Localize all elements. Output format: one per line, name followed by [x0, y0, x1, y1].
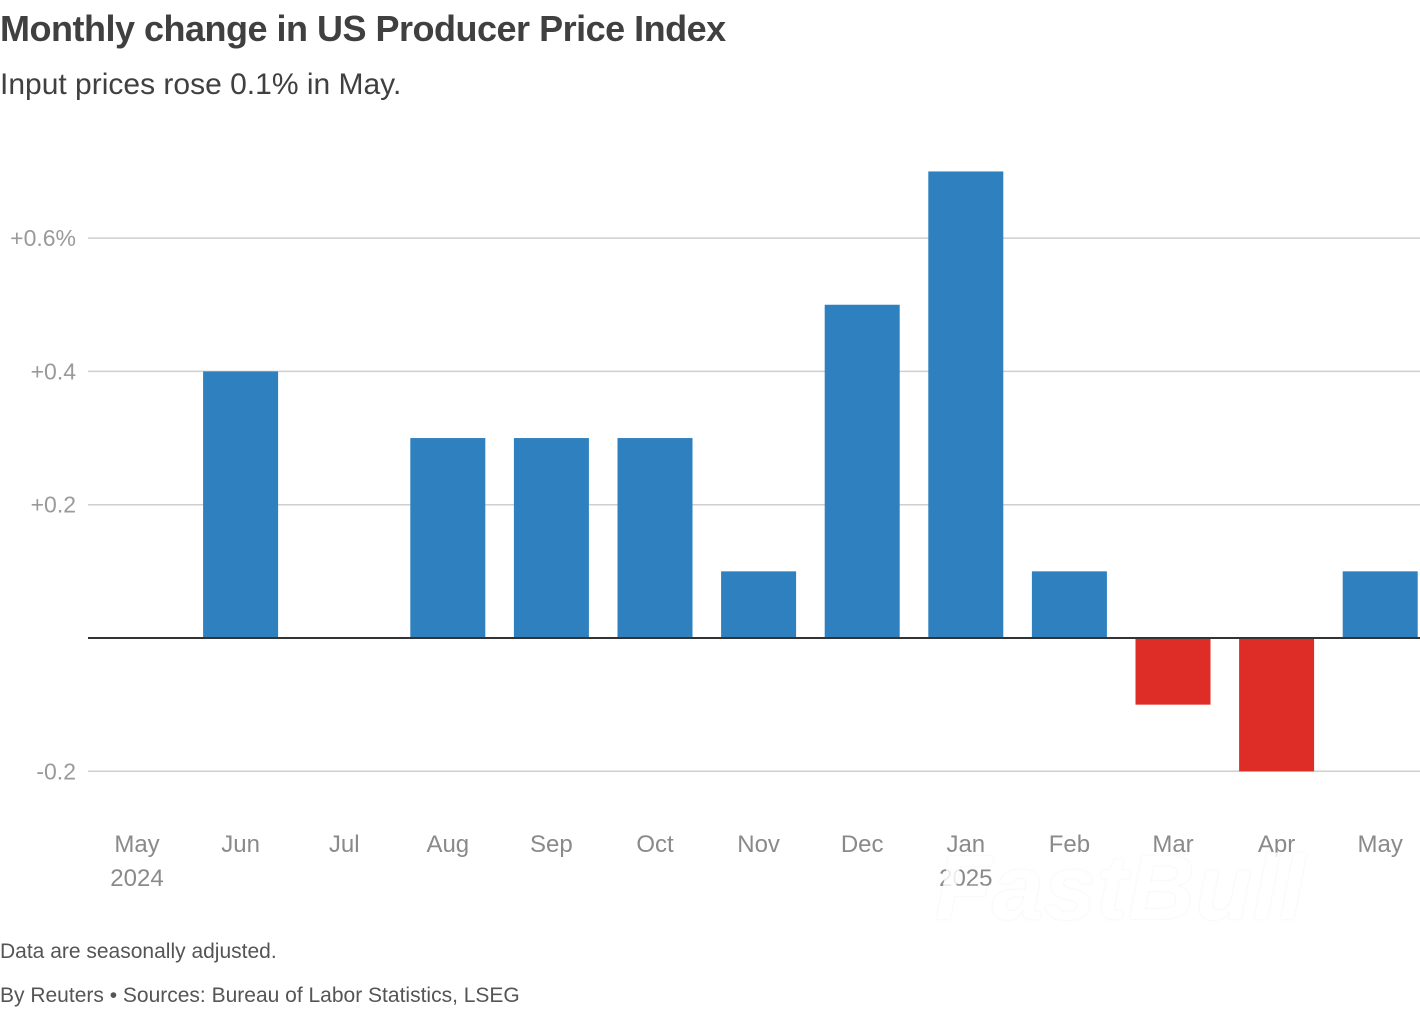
source-credit: By Reuters • Sources: Bureau of Labor St… — [0, 984, 520, 1007]
x-tick-label: Mar — [1152, 831, 1193, 858]
bar-5 — [617, 438, 693, 638]
chart-subtitle: Input prices rose 0.1% in May. — [0, 68, 402, 101]
y-tick-label: +0.2 — [31, 492, 76, 518]
x-tick-label: Apr — [1258, 831, 1295, 858]
x-tick-label: Oct — [636, 831, 674, 858]
bar-7 — [824, 304, 900, 638]
y-tick-label: +0.6% — [10, 225, 76, 251]
x-tick-year-label: 2024 — [110, 865, 163, 892]
bar-9 — [1031, 571, 1107, 638]
bar-11 — [1239, 638, 1315, 772]
x-tick-label: Dec — [841, 831, 884, 858]
y-tick-label: +0.4 — [31, 358, 77, 384]
x-tick-label: Jan — [946, 831, 985, 858]
x-tick-label: May — [1358, 831, 1403, 858]
bar-10 — [1135, 638, 1211, 705]
chart-title: Monthly change in US Producer Price Inde… — [0, 8, 726, 49]
bar-6 — [721, 571, 797, 638]
x-tick-label: May — [114, 831, 159, 858]
x-tick-label: Nov — [737, 831, 780, 858]
x-tick-year-label: 2025 — [939, 865, 992, 892]
bar-8 — [928, 171, 1004, 638]
x-tick-label: Aug — [426, 831, 469, 858]
bar-chart: +0.6% +0.4 +0.2 -0.2 May 2024 Jun Jul Aug Sep Oct N… — [10, 171, 1420, 892]
watermark-logo: FastBull — [935, 837, 1306, 939]
y-tick-label: -0.2 — [36, 758, 76, 784]
bar-3 — [410, 438, 486, 638]
footnote: Data are seasonally adjusted. — [0, 940, 277, 963]
x-tick-label: Jun — [221, 831, 260, 858]
bar-1 — [203, 371, 279, 638]
x-tick-label: Feb — [1049, 831, 1090, 858]
x-tick-label: Jul — [329, 831, 360, 858]
bar-4 — [513, 438, 589, 638]
x-tick-label: Sep — [530, 831, 573, 858]
bar-12 — [1342, 571, 1418, 638]
